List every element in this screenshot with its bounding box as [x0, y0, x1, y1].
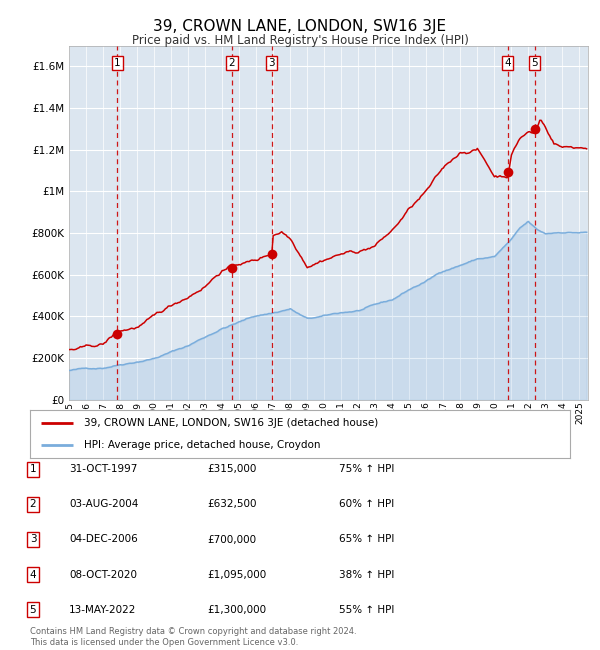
Text: 55% ↑ HPI: 55% ↑ HPI [339, 604, 394, 615]
Text: 4: 4 [29, 569, 37, 580]
Text: 08-OCT-2020: 08-OCT-2020 [69, 569, 137, 580]
Text: 75% ↑ HPI: 75% ↑ HPI [339, 464, 394, 474]
Text: £700,000: £700,000 [207, 534, 256, 545]
Text: 2: 2 [229, 58, 235, 68]
Text: HPI: Average price, detached house, Croydon: HPI: Average price, detached house, Croy… [84, 439, 320, 450]
Text: 65% ↑ HPI: 65% ↑ HPI [339, 534, 394, 545]
Text: Contains HM Land Registry data © Crown copyright and database right 2024.
This d: Contains HM Land Registry data © Crown c… [30, 627, 356, 647]
Text: 03-AUG-2004: 03-AUG-2004 [69, 499, 139, 510]
Text: 39, CROWN LANE, LONDON, SW16 3JE (detached house): 39, CROWN LANE, LONDON, SW16 3JE (detach… [84, 418, 378, 428]
Text: 2: 2 [29, 499, 37, 510]
Text: 1: 1 [29, 464, 37, 474]
Text: 5: 5 [29, 604, 37, 615]
Text: £1,300,000: £1,300,000 [207, 604, 266, 615]
Text: £632,500: £632,500 [207, 499, 257, 510]
Text: £1,095,000: £1,095,000 [207, 569, 266, 580]
Text: 4: 4 [504, 58, 511, 68]
Text: 3: 3 [269, 58, 275, 68]
Text: 13-MAY-2022: 13-MAY-2022 [69, 604, 136, 615]
Text: 5: 5 [532, 58, 538, 68]
Text: 38% ↑ HPI: 38% ↑ HPI [339, 569, 394, 580]
Text: 3: 3 [29, 534, 37, 545]
Text: 1: 1 [114, 58, 121, 68]
Text: 31-OCT-1997: 31-OCT-1997 [69, 464, 137, 474]
Text: Price paid vs. HM Land Registry's House Price Index (HPI): Price paid vs. HM Land Registry's House … [131, 34, 469, 47]
Text: 04-DEC-2006: 04-DEC-2006 [69, 534, 138, 545]
Text: 60% ↑ HPI: 60% ↑ HPI [339, 499, 394, 510]
Text: £315,000: £315,000 [207, 464, 256, 474]
Text: 39, CROWN LANE, LONDON, SW16 3JE: 39, CROWN LANE, LONDON, SW16 3JE [154, 20, 446, 34]
